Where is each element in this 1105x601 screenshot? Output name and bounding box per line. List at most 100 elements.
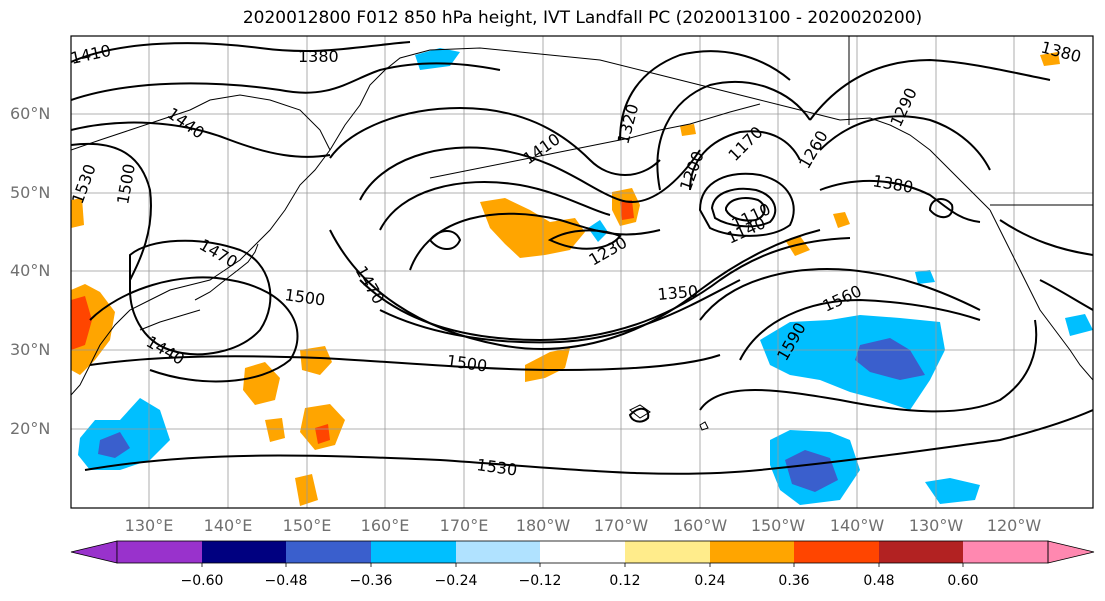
contour-label: 1380 — [298, 47, 339, 66]
contour-line — [329, 229, 821, 350]
contour-line — [619, 50, 791, 141]
contour-line — [928, 198, 954, 219]
contour-line — [739, 298, 981, 361]
ivt-positive-region — [71, 198, 84, 228]
lon-label-130e: 130°E — [124, 516, 174, 535]
contour-label: 1470 — [352, 263, 389, 308]
contour-label: 1290 — [886, 85, 920, 130]
ivt-positive-region — [480, 198, 585, 258]
colorbar-tick-label: −0.36 — [349, 573, 393, 589]
lon-label-140w: 140°W — [829, 516, 885, 535]
colorbar-segment — [286, 541, 371, 563]
contour-line — [359, 237, 851, 342]
contour-label: 1500 — [283, 285, 326, 309]
colorbar-segment — [371, 541, 456, 563]
ivt-negative-region — [1065, 314, 1093, 336]
contour-label: 1260 — [795, 127, 832, 172]
lon-label-170w: 170°W — [593, 516, 649, 535]
japan-coast — [139, 243, 259, 331]
lon-label-120w: 120°W — [986, 516, 1042, 535]
ivt-positive-core — [620, 200, 634, 220]
contour-label: 1530 — [475, 455, 518, 479]
ivt-negative-core — [855, 338, 925, 380]
ivt-positive-core — [71, 296, 92, 350]
map-title: 2020012800 F012 850 hPa height, IVT Land… — [242, 8, 923, 28]
contour-label: 1410 — [69, 41, 113, 68]
contour-line — [329, 106, 661, 176]
contour-line — [71, 121, 331, 158]
contour-line — [547, 229, 622, 250]
contour-line — [656, 80, 811, 191]
colorbar-tick-label: 0.36 — [778, 573, 810, 589]
ivt-positive-region — [300, 346, 332, 375]
colorbar-segment — [202, 541, 286, 563]
colorbar-segment — [710, 541, 794, 563]
contour-line — [359, 146, 701, 203]
contour-line — [689, 130, 801, 191]
contour-label: 1470 — [196, 235, 241, 272]
colorbar-segment — [456, 541, 540, 563]
contour-label: 1200 — [676, 149, 708, 194]
contour-line — [698, 172, 795, 237]
contour-label: 1440 — [164, 104, 208, 143]
ivt-negative-region — [415, 48, 460, 70]
contour-line — [999, 219, 1093, 256]
colorbar-segment — [625, 541, 710, 563]
colorbar-tick-label: 0.60 — [947, 573, 979, 589]
colorbar-segment — [117, 541, 202, 563]
ivt-negative-core — [98, 432, 130, 458]
lat-label-50n: 50°N — [10, 183, 51, 202]
lat-label-30n: 30°N — [10, 340, 51, 359]
contour-label: 1320 — [614, 102, 643, 146]
lon-label-150e: 150°E — [282, 516, 332, 535]
contour-line — [71, 41, 411, 63]
colorbar-segment — [540, 541, 625, 563]
contour-line — [409, 212, 661, 271]
colorbar-frame — [116, 540, 1049, 564]
ivt-positive-region — [295, 474, 318, 506]
lat-label-60n: 60°N — [10, 104, 51, 123]
contour-label: 1230 — [586, 233, 631, 270]
ivt-negative-region — [760, 315, 945, 410]
colorbar-segment — [963, 541, 1048, 563]
lat-label-40n: 40°N — [10, 261, 51, 280]
colorbar-tick-label: 0.12 — [609, 573, 641, 589]
colorbar-segment — [794, 541, 879, 563]
ivt-positive-region — [680, 124, 696, 136]
north-america-coast — [989, 209, 1093, 381]
lon-label-180w: 180°W — [515, 516, 571, 535]
map-plot-area: 1410 1380 1440 1530 1500 1470 1500 1440 … — [69, 36, 1093, 508]
colorbar-extend-high — [1047, 540, 1095, 564]
colorbar-tick-label: −0.24 — [434, 573, 478, 589]
colorbar-extend-low — [70, 540, 118, 564]
contour-line — [71, 62, 501, 101]
kamchatka-coast — [329, 47, 561, 151]
ivt-shading — [71, 48, 1093, 506]
contour-label: 1350 — [657, 282, 699, 304]
contour-label: 1170 — [724, 123, 766, 165]
lat-label-20n: 20°N — [10, 419, 51, 438]
alaska-coast — [559, 55, 991, 211]
asia-coast — [71, 94, 331, 396]
colorbar-tick-label: −0.12 — [518, 573, 562, 589]
contour-line — [819, 180, 981, 223]
ivt-positive-region — [785, 236, 810, 256]
map-frame — [70, 35, 1094, 509]
ivt-positive-region — [265, 418, 285, 442]
contour-label: 1410 — [519, 129, 563, 168]
hawaii-islands — [629, 404, 709, 431]
lon-label-130w: 130°W — [908, 516, 964, 535]
contour-line — [84, 409, 1093, 475]
colorbar-segment — [879, 541, 963, 563]
border-line — [848, 36, 1093, 206]
contour-label: 1440 — [143, 332, 188, 369]
contour-line — [725, 197, 766, 222]
contour-label: 1500 — [113, 162, 139, 205]
contour-label: 1500 — [445, 351, 488, 375]
lon-label-170e: 170°E — [439, 516, 489, 535]
contour-line — [89, 354, 721, 372]
lon-label-140e: 140°E — [203, 516, 253, 535]
gridlines — [71, 36, 1093, 508]
contour-line — [428, 230, 462, 250]
colorbar-tick-label: −0.60 — [180, 573, 224, 589]
